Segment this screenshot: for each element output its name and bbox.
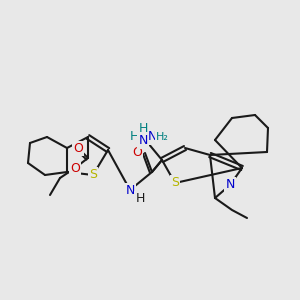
Text: O: O bbox=[73, 142, 83, 154]
Text: N: N bbox=[138, 134, 148, 148]
Text: S: S bbox=[89, 169, 97, 182]
Text: N: N bbox=[225, 178, 235, 191]
Text: O: O bbox=[132, 146, 142, 160]
Text: H: H bbox=[138, 122, 148, 136]
Text: H₂: H₂ bbox=[156, 132, 169, 142]
Text: H: H bbox=[135, 191, 145, 205]
Text: H: H bbox=[130, 130, 139, 143]
Text: N: N bbox=[125, 184, 135, 196]
Text: O: O bbox=[70, 161, 80, 175]
Text: N: N bbox=[148, 130, 158, 143]
Text: S: S bbox=[171, 176, 179, 190]
